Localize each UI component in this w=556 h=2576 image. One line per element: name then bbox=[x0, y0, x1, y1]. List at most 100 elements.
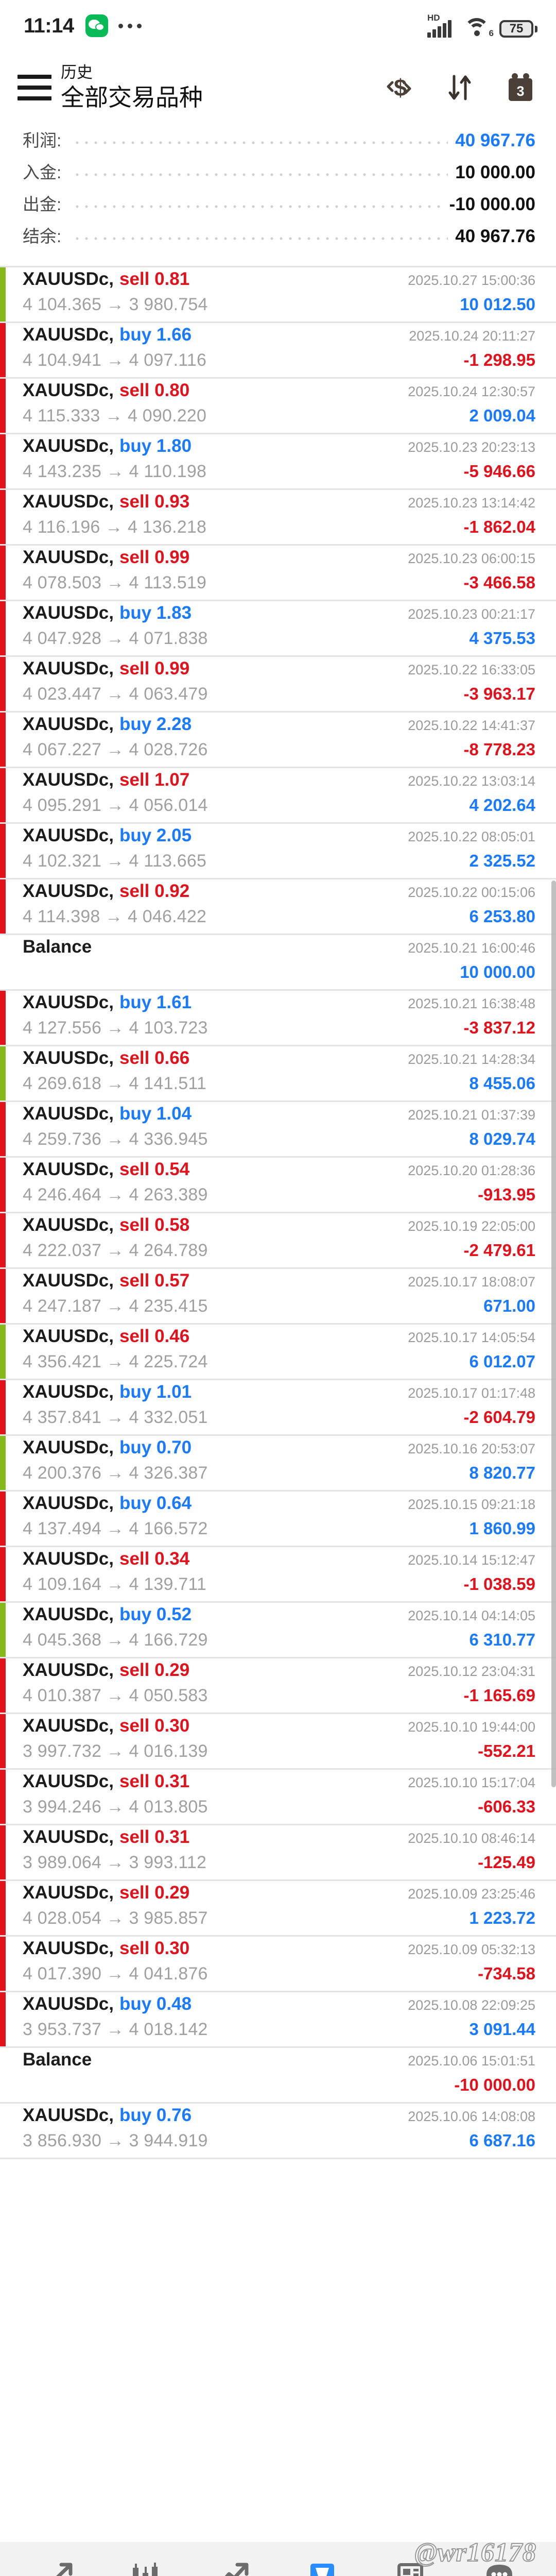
deal-row[interactable]: XAUUSDc, sell 0.29 2025.10.09 23:25:46 4 02… bbox=[0, 1881, 556, 1937]
deal-side-volume: buy 1.61 bbox=[119, 992, 192, 1012]
deal-symbol: XAUUSDc, bbox=[23, 992, 114, 1012]
deal-row[interactable]: XAUUSDc, buy 0.76 2025.10.06 14:08:08 3 856… bbox=[0, 2104, 556, 2159]
deal-side-volume: buy 0.64 bbox=[119, 1493, 192, 1513]
deal-row-top: XAUUSDc, sell 0.31 2025.10.10 15:17:04 bbox=[23, 1771, 535, 1797]
deal-row[interactable]: XAUUSDc, sell 0.57 2025.10.17 18:08:07 4 24… bbox=[0, 1269, 556, 1325]
bottom-navigation[interactable] bbox=[0, 2542, 556, 2576]
deal-profit: 8 029.74 bbox=[469, 1129, 535, 1148]
news-icon[interactable] bbox=[380, 2552, 442, 2576]
more-dots-icon bbox=[118, 23, 142, 28]
hamburger-menu-icon[interactable] bbox=[15, 75, 51, 100]
messages-icon[interactable] bbox=[468, 2552, 530, 2576]
deal-side-volume: buy 0.76 bbox=[119, 2105, 192, 2125]
deal-row-bottom: 4 017.390 → 4 041.876 -734.58 bbox=[23, 1964, 535, 1990]
deal-row[interactable]: XAUUSDc, buy 1.83 2025.10.23 00:21:17 4 047… bbox=[0, 601, 556, 657]
deal-row[interactable]: XAUUSDc, buy 1.80 2025.10.23 20:23:13 4 143… bbox=[0, 434, 556, 490]
deal-row[interactable]: XAUUSDc, sell 0.30 2025.10.09 05:32:13 4 01… bbox=[0, 1937, 556, 1992]
deal-row-top: XAUUSDc, buy 0.52 2025.10.14 04:14:05 bbox=[23, 1604, 535, 1630]
balance-row[interactable]: Balance 2025.10.06 15:01:51 -10 000.00 bbox=[0, 2048, 556, 2104]
history-icon[interactable] bbox=[291, 2552, 353, 2576]
profit-indicator-bar bbox=[0, 1825, 6, 1879]
app-header: 历史 全部交易品种 $ 3 bbox=[0, 52, 556, 124]
vertical-scrollbar[interactable] bbox=[551, 880, 556, 1787]
calendar-icon[interactable]: 3 bbox=[506, 71, 535, 104]
deal-row-bottom: 4 047.928 → 4 071.838 4 375.53 bbox=[23, 629, 535, 654]
deal-row[interactable]: XAUUSDc, buy 0.52 2025.10.14 04:14:05 4 045… bbox=[0, 1603, 556, 1658]
quotes-icon[interactable] bbox=[26, 2552, 88, 2576]
deal-symbol: XAUUSDc, bbox=[23, 380, 114, 400]
deal-prices: 3 953.737 → 4 018.142 bbox=[23, 2019, 208, 2039]
deal-row-bottom: 4 067.227 → 4 028.726 -8 778.23 bbox=[23, 740, 535, 766]
deal-profit: 10 000.00 bbox=[460, 962, 535, 981]
deal-row-top: XAUUSDc, buy 0.64 2025.10.15 09:21:18 bbox=[23, 1493, 535, 1519]
profit-indicator-bar bbox=[0, 1380, 6, 1434]
deal-side-volume: sell 0.46 bbox=[119, 1326, 190, 1346]
deal-row-top: XAUUSDc, sell 0.99 2025.10.22 16:33:05 bbox=[23, 658, 535, 684]
deal-row[interactable]: XAUUSDc, sell 0.99 2025.10.23 06:00:15 4 07… bbox=[0, 546, 556, 601]
deal-row[interactable]: XAUUSDc, buy 2.05 2025.10.22 08:05:01 4 102… bbox=[0, 824, 556, 879]
deal-time: 2025.10.22 08:05:01 bbox=[408, 828, 535, 844]
balance-row[interactable]: Balance 2025.10.21 16:00:46 10 000.00 bbox=[0, 935, 556, 991]
deal-time: 2025.10.22 13:03:14 bbox=[408, 773, 535, 789]
deal-side-volume: sell 0.80 bbox=[119, 380, 190, 400]
profit-indicator-bar bbox=[0, 1770, 6, 1824]
deal-row-top: XAUUSDc, sell 0.81 2025.10.27 15:00:36 bbox=[23, 269, 535, 295]
deal-profit: -1 862.04 bbox=[463, 517, 535, 536]
deal-row[interactable]: XAUUSDc, sell 0.46 2025.10.17 14:05:54 4 35… bbox=[0, 1325, 556, 1380]
deal-row-bottom: 4 200.376 → 4 326.387 8 820.77 bbox=[23, 1463, 535, 1489]
trade-icon[interactable] bbox=[203, 2552, 265, 2576]
sort-arrows-icon[interactable] bbox=[445, 71, 475, 104]
profit-indicator-bar bbox=[0, 379, 6, 433]
deal-row[interactable]: XAUUSDc, sell 0.92 2025.10.22 00:15:06 4 11… bbox=[0, 879, 556, 935]
deal-row[interactable]: XAUUSDc, sell 0.93 2025.10.23 13:14:42 4 11… bbox=[0, 490, 556, 546]
profit-indicator-bar bbox=[0, 1992, 6, 2046]
deal-row[interactable]: XAUUSDc, sell 1.07 2025.10.22 13:03:14 4 09… bbox=[0, 768, 556, 824]
deal-time: 2025.10.21 16:38:48 bbox=[408, 995, 535, 1011]
deal-row-bottom: 3 989.064 → 3 993.112 -125.49 bbox=[23, 1853, 535, 1878]
deal-row-top: XAUUSDc, sell 0.30 2025.10.10 19:44:00 bbox=[23, 1716, 535, 1741]
deal-row-top: XAUUSDc, sell 0.92 2025.10.22 00:15:06 bbox=[23, 881, 535, 907]
deal-row[interactable]: XAUUSDc, buy 1.66 2025.10.24 20:11:27 4 104… bbox=[0, 323, 556, 379]
header-titles: 历史 全部交易品种 bbox=[61, 63, 203, 112]
deal-row[interactable]: XAUUSDc, sell 0.66 2025.10.21 14:28:34 4 26… bbox=[0, 1046, 556, 1102]
deal-row[interactable]: XAUUSDc, sell 0.80 2025.10.24 12:30:57 4 11… bbox=[0, 379, 556, 434]
deal-prices: 3 989.064 → 3 993.112 bbox=[23, 1852, 207, 1872]
deal-row[interactable]: XAUUSDc, buy 0.70 2025.10.16 20:53:07 4 200… bbox=[0, 1436, 556, 1492]
deal-side-volume: sell 0.54 bbox=[119, 1159, 190, 1179]
calendar-badge: 3 bbox=[516, 83, 525, 99]
deal-row[interactable]: XAUUSDc, sell 0.31 2025.10.10 08:46:14 3 98… bbox=[0, 1825, 556, 1881]
deal-row[interactable]: XAUUSDc, buy 1.01 2025.10.17 01:17:48 4 357… bbox=[0, 1380, 556, 1436]
deal-row-top: XAUUSDc, sell 0.34 2025.10.14 15:12:47 bbox=[23, 1549, 535, 1574]
currency-exchange-icon[interactable]: $ bbox=[384, 71, 414, 104]
history-list[interactable]: XAUUSDc, sell 0.81 2025.10.27 15:00:36 4 10… bbox=[0, 267, 556, 2159]
deal-row[interactable]: XAUUSDc, buy 0.48 2025.10.08 22:09:25 3 953… bbox=[0, 1992, 556, 2048]
deal-symbol: XAUUSDc, bbox=[23, 1103, 114, 1124]
deal-row[interactable]: XAUUSDc, buy 2.28 2025.10.22 14:41:37 4 067… bbox=[0, 713, 556, 768]
deal-row[interactable]: XAUUSDc, sell 0.31 2025.10.10 15:17:04 3 99… bbox=[0, 1770, 556, 1825]
deal-profit: -606.33 bbox=[478, 1797, 535, 1816]
deal-row[interactable]: XAUUSDc, sell 0.34 2025.10.14 15:12:47 4 10… bbox=[0, 1547, 556, 1603]
deal-prices: 4 095.291 → 4 056.014 bbox=[23, 795, 208, 815]
deal-row-bottom: 4 104.365 → 3 980.754 10 012.50 bbox=[23, 295, 535, 320]
deal-row[interactable]: XAUUSDc, buy 1.61 2025.10.21 16:38:48 4 127… bbox=[0, 991, 556, 1046]
deal-row[interactable]: XAUUSDc, sell 0.29 2025.10.12 23:04:31 4 01… bbox=[0, 1658, 556, 1714]
deal-row-top: XAUUSDc, buy 1.01 2025.10.17 01:17:48 bbox=[23, 1382, 535, 1408]
deal-prices: 4 067.227 → 4 028.726 bbox=[23, 739, 208, 759]
deal-time: 2025.10.19 22:05:00 bbox=[408, 1218, 535, 1234]
deal-row-bottom: 10 000.00 bbox=[23, 962, 535, 988]
deal-profit: 6 687.16 bbox=[469, 2130, 535, 2150]
deal-row[interactable]: XAUUSDc, sell 0.81 2025.10.27 15:00:36 4 10… bbox=[0, 267, 556, 323]
header-subtitle: 历史 bbox=[61, 63, 93, 82]
deal-row[interactable]: XAUUSDc, sell 0.99 2025.10.22 16:33:05 4 02… bbox=[0, 657, 556, 713]
summary-row-deposit: 入金: 10 000.00 bbox=[23, 159, 535, 191]
deal-row[interactable]: XAUUSDc, sell 0.58 2025.10.19 22:05:00 4 22… bbox=[0, 1213, 556, 1269]
deal-row[interactable]: XAUUSDc, buy 1.04 2025.10.21 01:37:39 4 259… bbox=[0, 1102, 556, 1158]
deal-profit: -3 466.58 bbox=[463, 572, 535, 592]
profit-indicator-bar bbox=[0, 1436, 6, 1490]
charts-icon[interactable] bbox=[114, 2552, 176, 2576]
deal-row[interactable]: XAUUSDc, buy 0.64 2025.10.15 09:21:18 4 137… bbox=[0, 1492, 556, 1547]
deal-row[interactable]: XAUUSDc, sell 0.54 2025.10.20 01:28:36 4 24… bbox=[0, 1158, 556, 1213]
deal-side-volume: buy 1.66 bbox=[119, 324, 192, 345]
deal-row[interactable]: XAUUSDc, sell 0.30 2025.10.10 19:44:00 3 99… bbox=[0, 1714, 556, 1770]
profit-indicator-bar bbox=[0, 1213, 6, 1267]
